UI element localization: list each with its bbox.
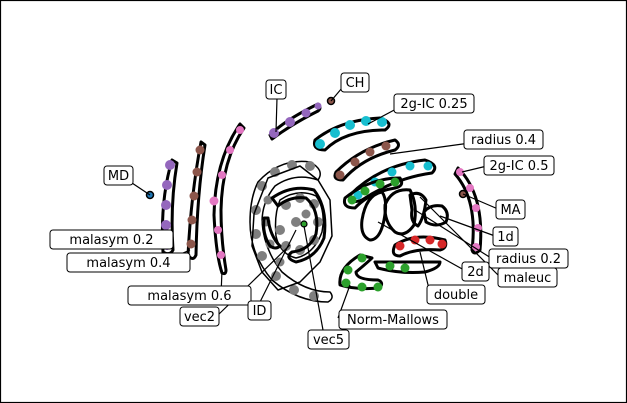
cluster-IC: [268, 102, 322, 141]
label-2d: 2d: [461, 261, 490, 282]
label-layer: MD malasym 0.2 malasym 0.4 malasym 0.6 v…: [49, 72, 569, 350]
label-IC: IC: [265, 79, 287, 100]
label-double: double: [426, 284, 486, 305]
vec2-hull: [251, 165, 333, 291]
svg-text:Norm-Mallows: Norm-Mallows: [347, 313, 439, 328]
label-malasym-0.6: malasym 0.6: [127, 285, 252, 306]
svg-text:vec2: vec2: [184, 310, 215, 325]
cluster-2g-IC-0.25: [313, 116, 391, 152]
label-1d: 1d: [492, 226, 519, 247]
label-vec5: vec5: [307, 329, 350, 350]
cluster-malasym-0.4: [186, 140, 207, 260]
svg-text:maleuc: maleuc: [504, 271, 552, 286]
svg-text:CH: CH: [346, 76, 365, 91]
svg-text:MD: MD: [108, 169, 129, 184]
label-malasym-0.2: malasym 0.2: [49, 229, 174, 250]
svg-text:2g-IC 0.5: 2g-IC 0.5: [490, 159, 549, 174]
cluster-vec5: [262, 186, 327, 264]
label-CH: CH: [340, 72, 370, 93]
svg-text:1d: 1d: [497, 230, 514, 245]
cluster-malasym-0.6: [209, 122, 246, 276]
svg-text:malasym 0.6: malasym 0.6: [147, 289, 231, 304]
svg-text:vec5: vec5: [313, 333, 344, 348]
svg-text:radius 0.2: radius 0.2: [496, 252, 561, 267]
svg-text:double: double: [434, 288, 478, 303]
cluster-2g-IC-0.5: [453, 166, 483, 255]
cluster-radius-0.4: [333, 138, 400, 182]
label-Norm-Mallows: Norm-Mallows: [338, 309, 448, 330]
label-maleuc: maleuc: [497, 267, 558, 288]
label-radius-0.2: radius 0.2: [488, 248, 569, 269]
cluster-double: [373, 235, 448, 274]
label-radius-0.4: radius 0.4: [463, 129, 544, 150]
label-MD: MD: [103, 165, 134, 186]
svg-text:IC: IC: [270, 83, 283, 98]
svg-text:MA: MA: [500, 203, 520, 218]
cluster-2d: [360, 190, 388, 242]
svg-text:malasym 0.4: malasym 0.4: [86, 256, 170, 271]
svg-text:2g-IC 0.25: 2g-IC 0.25: [400, 97, 467, 112]
label-ID: ID: [247, 300, 272, 321]
svg-text:malasym 0.2: malasym 0.2: [69, 233, 153, 248]
svg-text:radius 0.4: radius 0.4: [471, 133, 536, 148]
label-2g-IC-0.25: 2g-IC 0.25: [393, 93, 475, 114]
label-2g-IC-0.5: 2g-IC 0.5: [483, 155, 555, 176]
cluster-radius-0.2: [383, 188, 428, 236]
label-MA: MA: [495, 199, 526, 220]
cluster-norm-mallows-upper: [343, 176, 404, 210]
cluster-vec2: [249, 160, 333, 303]
cluster-1d: [422, 204, 449, 227]
cluster-norm-mallows: [338, 253, 410, 292]
label-vec2: vec2: [179, 306, 220, 327]
svg-text:ID: ID: [253, 304, 267, 319]
label-malasym-0.4: malasym 0.4: [66, 252, 191, 273]
svg-text:2d: 2d: [467, 265, 484, 280]
